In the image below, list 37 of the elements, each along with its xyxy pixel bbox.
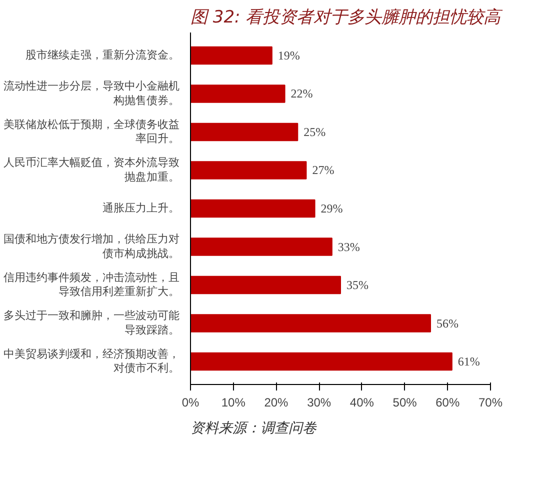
y-tick-label: 国债和地方债发行增加，供给压力对债市构成挑战。 <box>4 232 180 260</box>
bar <box>190 238 332 256</box>
y-tick-label: 信用违约事件频发，冲击流动性，且导致信用利差重新扩大。 <box>4 270 180 298</box>
y-tick-label: 美联储放松低于预期，全球债务收益率回升。 <box>4 118 180 146</box>
y-tick-label: 多头过于一致和臃肿，一些波动可能导致踩踏。 <box>4 309 180 336</box>
text: 资料来源：调查问卷 <box>190 420 318 436</box>
data-label: 33% <box>338 240 360 254</box>
y-tick-label: 通胀压力上升。 <box>102 202 180 214</box>
data-label: 35% <box>346 278 368 292</box>
y-tick-label: 中美贸易谈判缓和，经济预期改善，对债市不利。 <box>4 347 180 375</box>
chart-title: 图 32: 看投资者对于多头臃肿的担忧较高 <box>190 8 504 28</box>
data-label: 61% <box>458 354 480 369</box>
x-tick-label: 0% <box>182 396 200 410</box>
bar <box>190 199 316 218</box>
data-label: 25% <box>304 124 326 139</box>
bar <box>190 276 341 294</box>
x-tick-label: 70% <box>478 396 503 410</box>
bar <box>190 122 298 142</box>
bar <box>190 352 452 371</box>
bar <box>190 84 286 103</box>
bar <box>190 314 431 332</box>
x-tick-label: 50% <box>392 396 418 410</box>
x-tick-label: 40% <box>350 396 374 410</box>
y-tick-label: 流动性进一步分层，导致中小金融机构抛售债券。 <box>4 80 180 107</box>
data-label: 22% <box>290 86 313 101</box>
bar <box>190 46 272 65</box>
data-label: 56% <box>436 316 458 330</box>
y-tick-label: 股市继续走强，重新分流资金。 <box>26 48 180 62</box>
x-tick-label: 60% <box>436 396 460 410</box>
x-tick-label: 20% <box>264 396 289 410</box>
x-tick-label: 30% <box>307 396 332 410</box>
x-tick-label: 10% <box>221 396 246 410</box>
data-label: 27% <box>312 163 334 178</box>
data-label: 29% <box>320 202 343 216</box>
bar <box>190 161 307 180</box>
data-label: 19% <box>278 48 300 62</box>
y-tick-label: 人民币汇率大幅贬值，资本外流导致抛盘加重。 <box>4 156 180 184</box>
